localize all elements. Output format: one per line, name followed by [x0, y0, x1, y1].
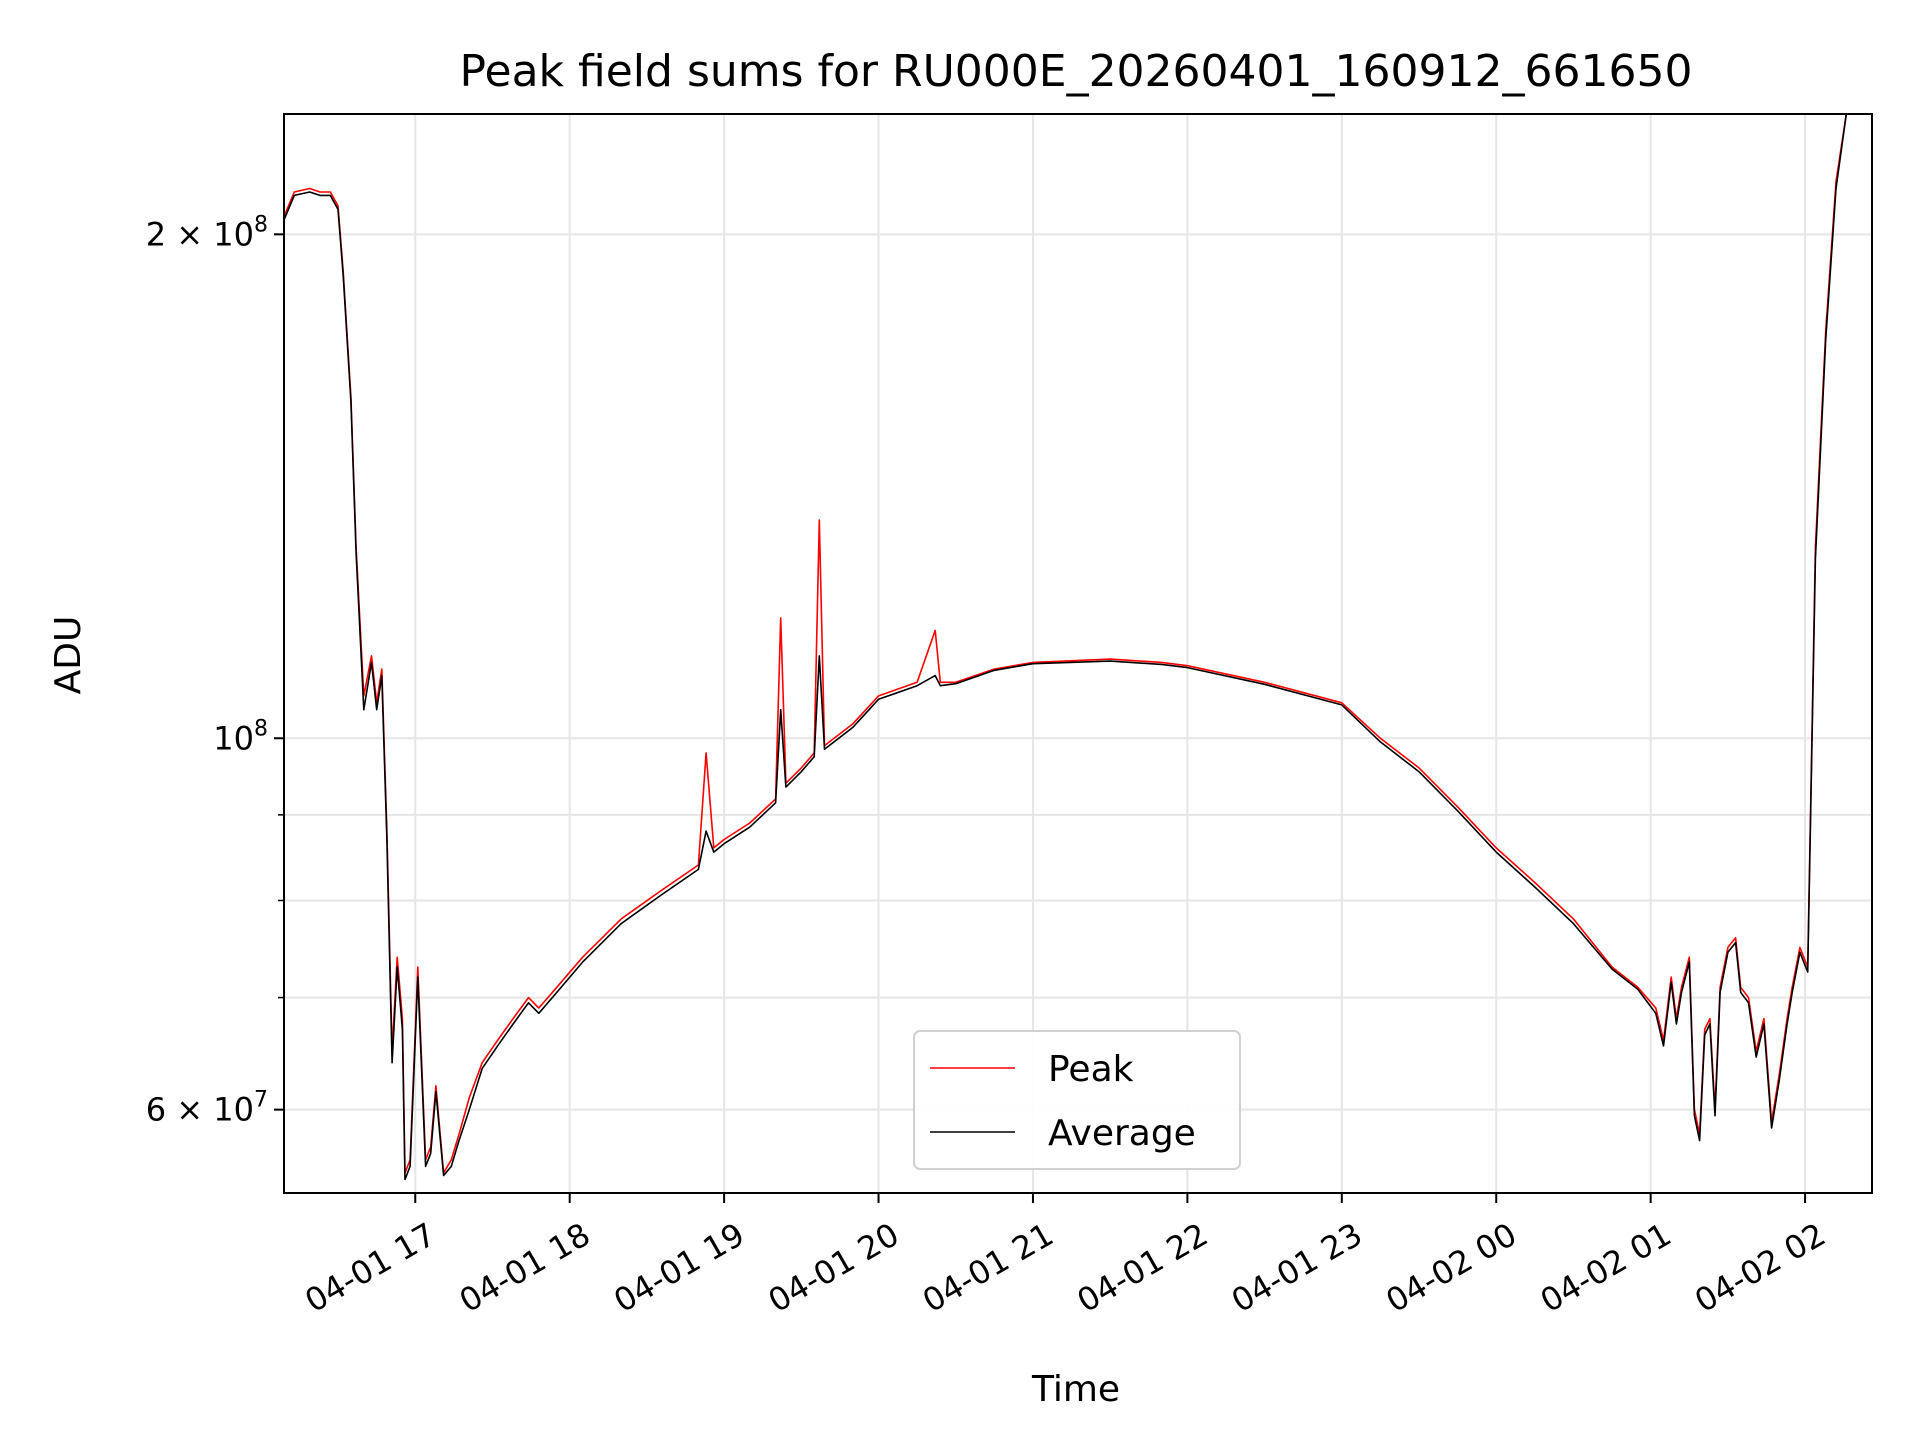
y-axis-label: ADU: [48, 616, 89, 695]
legend: Peak Average: [913, 1030, 1241, 1170]
y-tick-label: 6 × 107: [146, 1088, 268, 1129]
chart-title: Peak field sums for RU000E_20260401_1609…: [460, 46, 1693, 97]
y-tick-label: 2 × 108: [146, 212, 268, 253]
legend-frame: [913, 1030, 1241, 1170]
legend-label-peak: Peak: [1048, 1049, 1134, 1090]
x-axis-label: Time: [1031, 1369, 1120, 1410]
series-lines: [283, 113, 1852, 1181]
legend-label-average: Average: [1048, 1113, 1196, 1154]
plot-frame: [283, 113, 1873, 1194]
series-line-average: [283, 113, 1852, 1181]
